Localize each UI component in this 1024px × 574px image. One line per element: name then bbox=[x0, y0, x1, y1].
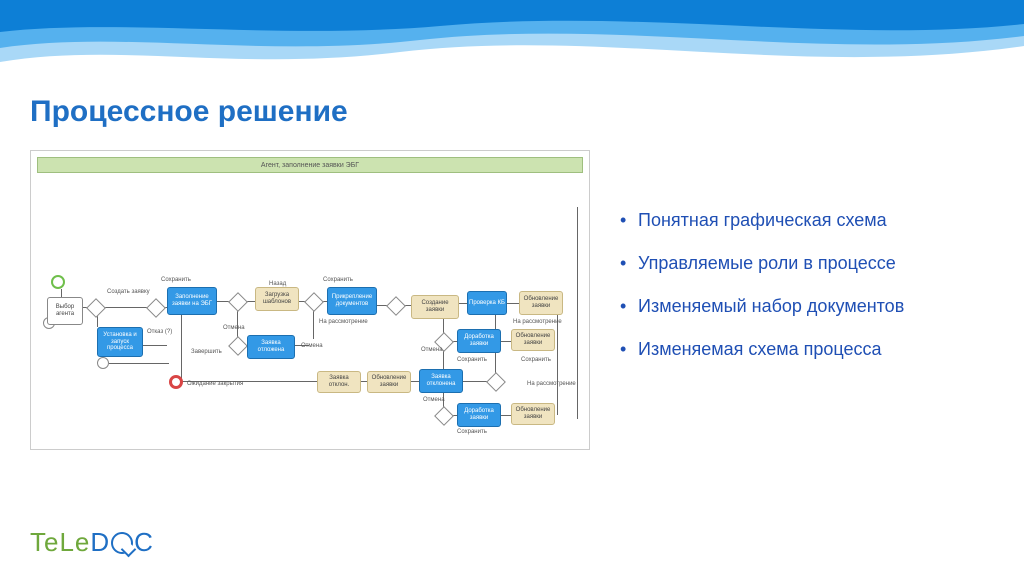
flow-edge-label: Отмена bbox=[423, 397, 445, 403]
bullet-item: Изменяемая схема процесса bbox=[620, 339, 994, 360]
flow-node: Загрузка шаблонов bbox=[255, 287, 299, 311]
content-area: Агент, заполнение заявки ЭБГ Выбор агент… bbox=[30, 150, 994, 450]
flow-gateway bbox=[228, 292, 248, 312]
flow-edge bbox=[143, 345, 167, 346]
flow-gateway bbox=[86, 298, 106, 318]
flow-edge-label: Ожидание закрытия bbox=[187, 381, 243, 387]
flow-node: Прикрепление документов bbox=[327, 287, 377, 315]
flow-event-end bbox=[169, 375, 183, 389]
bullet-item: Управляемые роли в процессе bbox=[620, 253, 994, 274]
flow-node: Доработка заявки bbox=[457, 403, 501, 427]
flow-edge-label: На рассмотрение bbox=[319, 319, 368, 325]
bullet-item: Изменяемый набор документов bbox=[620, 296, 994, 317]
slide-title: Процессное решение bbox=[30, 95, 348, 129]
flow-edge-label: Сохранить bbox=[457, 429, 487, 435]
flow-node: Обновление заявки bbox=[519, 291, 563, 315]
flow-edge bbox=[507, 303, 519, 304]
flow-node: Установка и запуск процесса bbox=[97, 327, 143, 357]
flow-edge-label: Сохранить bbox=[457, 357, 487, 363]
bullet-item: Понятная графическая схема bbox=[620, 210, 994, 231]
flow-node: Доработка заявки bbox=[457, 329, 501, 353]
flow-edge-label: Отмена bbox=[301, 343, 323, 349]
logo: TeLeDC bbox=[30, 527, 154, 558]
flow-event-start bbox=[51, 275, 65, 289]
flow-edge-label: Отказ (?) bbox=[147, 329, 172, 335]
flow-edge-label: Назад bbox=[269, 281, 286, 287]
logo-text-2: D bbox=[90, 527, 110, 557]
flow-edge-label: На рассмотрение bbox=[527, 381, 576, 387]
flow-node: Проверка КБ bbox=[467, 291, 507, 315]
process-diagram: Агент, заполнение заявки ЭБГ Выбор агент… bbox=[30, 150, 590, 450]
flow-node: Выбор агента bbox=[47, 297, 83, 325]
flow-node: Заявка отклон. bbox=[317, 371, 361, 393]
flow-edge bbox=[501, 341, 511, 342]
flow-node: Обновление заявки bbox=[511, 329, 555, 351]
flow-edge bbox=[313, 309, 314, 339]
flow-node: Обновление заявки bbox=[511, 403, 555, 425]
header-wave bbox=[0, 0, 1024, 80]
flow-edge bbox=[181, 315, 182, 381]
flow-gateway bbox=[386, 296, 406, 316]
flow-edge bbox=[577, 207, 578, 419]
flow-node: Заявка отложена bbox=[247, 335, 295, 359]
flow-edge bbox=[501, 415, 511, 416]
flow-edge bbox=[237, 309, 238, 339]
diagram-lane-header: Агент, заполнение заявки ЭБГ bbox=[37, 157, 583, 173]
flow-edge bbox=[411, 381, 419, 382]
flow-edge-label: На рассмотрение bbox=[513, 319, 562, 325]
flow-edge-label: Отмена bbox=[421, 347, 443, 353]
flow-event-plain bbox=[97, 357, 109, 369]
flow-edge-label: Завершить bbox=[191, 349, 222, 355]
logo-text-1: TeLe bbox=[30, 527, 90, 557]
flow-gateway bbox=[304, 292, 324, 312]
flow-node: Обновление заявки bbox=[367, 371, 411, 393]
flow-gateway bbox=[146, 298, 166, 318]
logo-text-3: C bbox=[134, 527, 154, 557]
flow-edge bbox=[109, 363, 169, 364]
flow-node: Заполнение заявки на ЭБГ bbox=[167, 287, 217, 315]
bullet-list: Понятная графическая схема Управляемые ро… bbox=[620, 150, 994, 382]
flow-node: Заявка отклонена bbox=[419, 369, 463, 393]
flow-edge-label: Создать заявку bbox=[107, 289, 150, 295]
flow-edge bbox=[103, 307, 149, 308]
flow-edge-label: Отмена bbox=[223, 325, 245, 331]
magnifier-icon bbox=[111, 532, 133, 554]
flow-gateway bbox=[486, 372, 506, 392]
flow-edge bbox=[459, 303, 467, 304]
flow-gateway bbox=[228, 336, 248, 356]
flow-edge-label: Сохранить bbox=[161, 277, 191, 283]
flow-gateway bbox=[434, 406, 454, 426]
flow-edge-label: Сохранить bbox=[323, 277, 353, 283]
flow-node: Создание заявки bbox=[411, 295, 459, 319]
flow-edge-label: Сохранить bbox=[521, 357, 551, 363]
